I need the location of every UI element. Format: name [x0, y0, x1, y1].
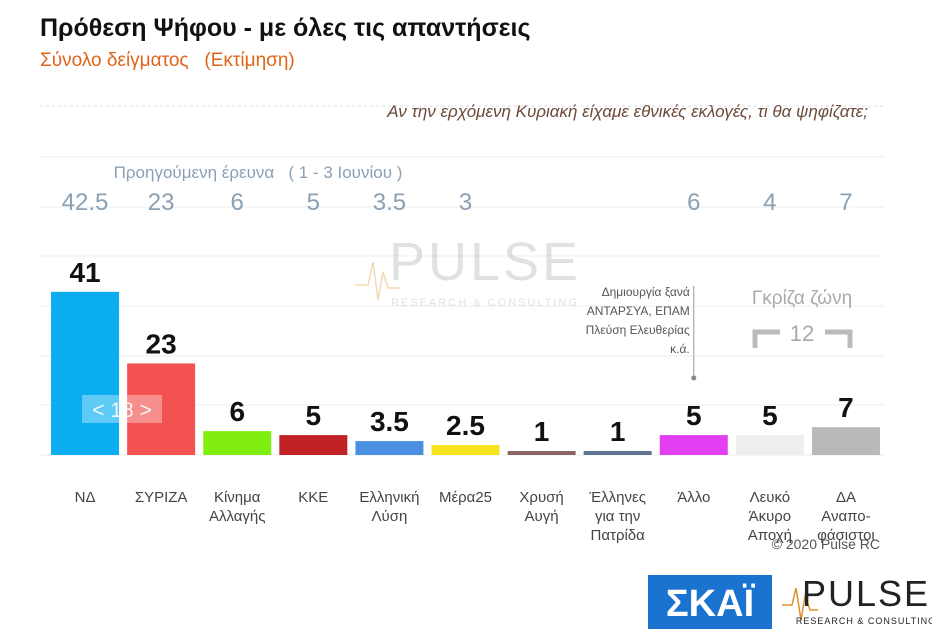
previous-value: 3.5 — [373, 189, 406, 216]
previous-value: 6 — [231, 189, 244, 216]
pulse-logo-line — [782, 587, 818, 621]
grey-zone-value: 12 — [790, 321, 814, 346]
x-tick-label: Έλληνες — [588, 489, 646, 506]
skai-logo-text: ΣΚΑΪ — [666, 582, 756, 625]
value-label: 7 — [838, 392, 854, 423]
value-label: 5 — [306, 400, 322, 431]
value-label: 5 — [686, 400, 702, 431]
x-tick-label: Χρυσή — [519, 489, 563, 506]
bar — [431, 445, 500, 455]
bracket-box — [82, 395, 162, 423]
x-tick-label: ΣΥΡΙΖΑ — [135, 489, 188, 506]
x-tick-label: Αλλαγής — [209, 508, 266, 525]
x-tick-label: Λύση — [371, 508, 407, 525]
bracket-label: < 18 > — [92, 399, 152, 422]
x-tick-label: για την — [595, 508, 640, 525]
x-tick-label: Πατρίδα — [591, 527, 646, 544]
skai-logo — [648, 575, 772, 629]
x-tick-label: Αποχή — [748, 527, 792, 544]
grey-zone: Γκρίζα ζώνη 12 — [752, 288, 853, 348]
x-tick-label: Αυγή — [525, 508, 559, 525]
x-tick-label: Κίνημα — [214, 489, 261, 506]
grey-zone-label: Γκρίζα ζώνη — [752, 288, 852, 309]
annotation: κ.ά. — [670, 342, 690, 356]
annotation: ΑΝΤΑΡΣΥΑ, ΕΠΑΜ — [587, 304, 690, 318]
bar — [203, 431, 272, 455]
pulse-logo: PULSE — [802, 573, 930, 614]
watermark: PULSE RESEARCH & CONSULTING — [355, 232, 581, 309]
copyright: © 2020 Pulse RC — [772, 536, 880, 552]
x-tick-label: ΔΑ — [836, 489, 856, 506]
bar — [127, 363, 196, 455]
x-tick-label: Λευκό — [750, 489, 791, 506]
previous-value: 5 — [307, 189, 320, 216]
previous-value: 7 — [839, 189, 852, 216]
annotation: Πλεύση Ελευθερίας — [586, 323, 690, 337]
value-label: 5 — [762, 400, 778, 431]
x-tick-label: Ελληνική — [359, 489, 419, 506]
previous-value: 6 — [687, 189, 700, 216]
bar — [583, 451, 652, 455]
question: Αν την ερχόμενη Κυριακή είχαμε εθνικές ε… — [386, 102, 868, 121]
x-tick-label: φάσιστοι — [817, 527, 875, 544]
grey-zone-bracket — [752, 329, 853, 348]
previous-value: 3 — [459, 189, 472, 216]
value-label: 3.5 — [370, 406, 409, 437]
annotation-dot — [691, 375, 697, 381]
value-label: 1 — [534, 416, 550, 447]
previous-value: 23 — [148, 189, 175, 216]
subtitle: Σύνολο δείγματος (Εκτίμηση) — [40, 50, 295, 71]
bar — [659, 435, 728, 455]
bar — [51, 291, 120, 455]
annotation: Δημιουργία ξανά — [602, 285, 690, 299]
x-tick-label: Άκυρο — [749, 508, 792, 525]
value-label: 2.5 — [446, 410, 485, 441]
value-label: 1 — [610, 416, 626, 447]
x-tick-label: Αναπο- — [821, 508, 870, 525]
previous-label: Προηγούμενη έρευνα ( 1 - 3 Ιουνίου ) — [114, 163, 403, 182]
bar — [735, 435, 804, 455]
bar — [279, 435, 348, 455]
previous-value: 42.5 — [62, 189, 109, 216]
x-tick-label: Άλλο — [677, 489, 710, 506]
value-label: 41 — [69, 257, 100, 288]
bar — [355, 441, 424, 455]
bar — [507, 451, 576, 455]
x-tick-label: ΝΔ — [75, 489, 96, 506]
x-tick-label: Μέρα25 — [439, 489, 492, 506]
x-tick-label: ΚΚΕ — [298, 489, 328, 506]
value-label: 23 — [146, 328, 177, 359]
pulse-tagline: RESEARCH & CONSULTING — [796, 616, 932, 626]
previous-value: 4 — [763, 189, 776, 216]
bar — [811, 427, 880, 455]
watermark-name: PULSE — [389, 232, 581, 292]
watermark-tagline: RESEARCH & CONSULTING — [391, 297, 579, 309]
value-label: 6 — [229, 396, 245, 427]
chart-title: Πρόθεση Ψήφου - με όλες τις απαντήσεις — [40, 14, 530, 42]
